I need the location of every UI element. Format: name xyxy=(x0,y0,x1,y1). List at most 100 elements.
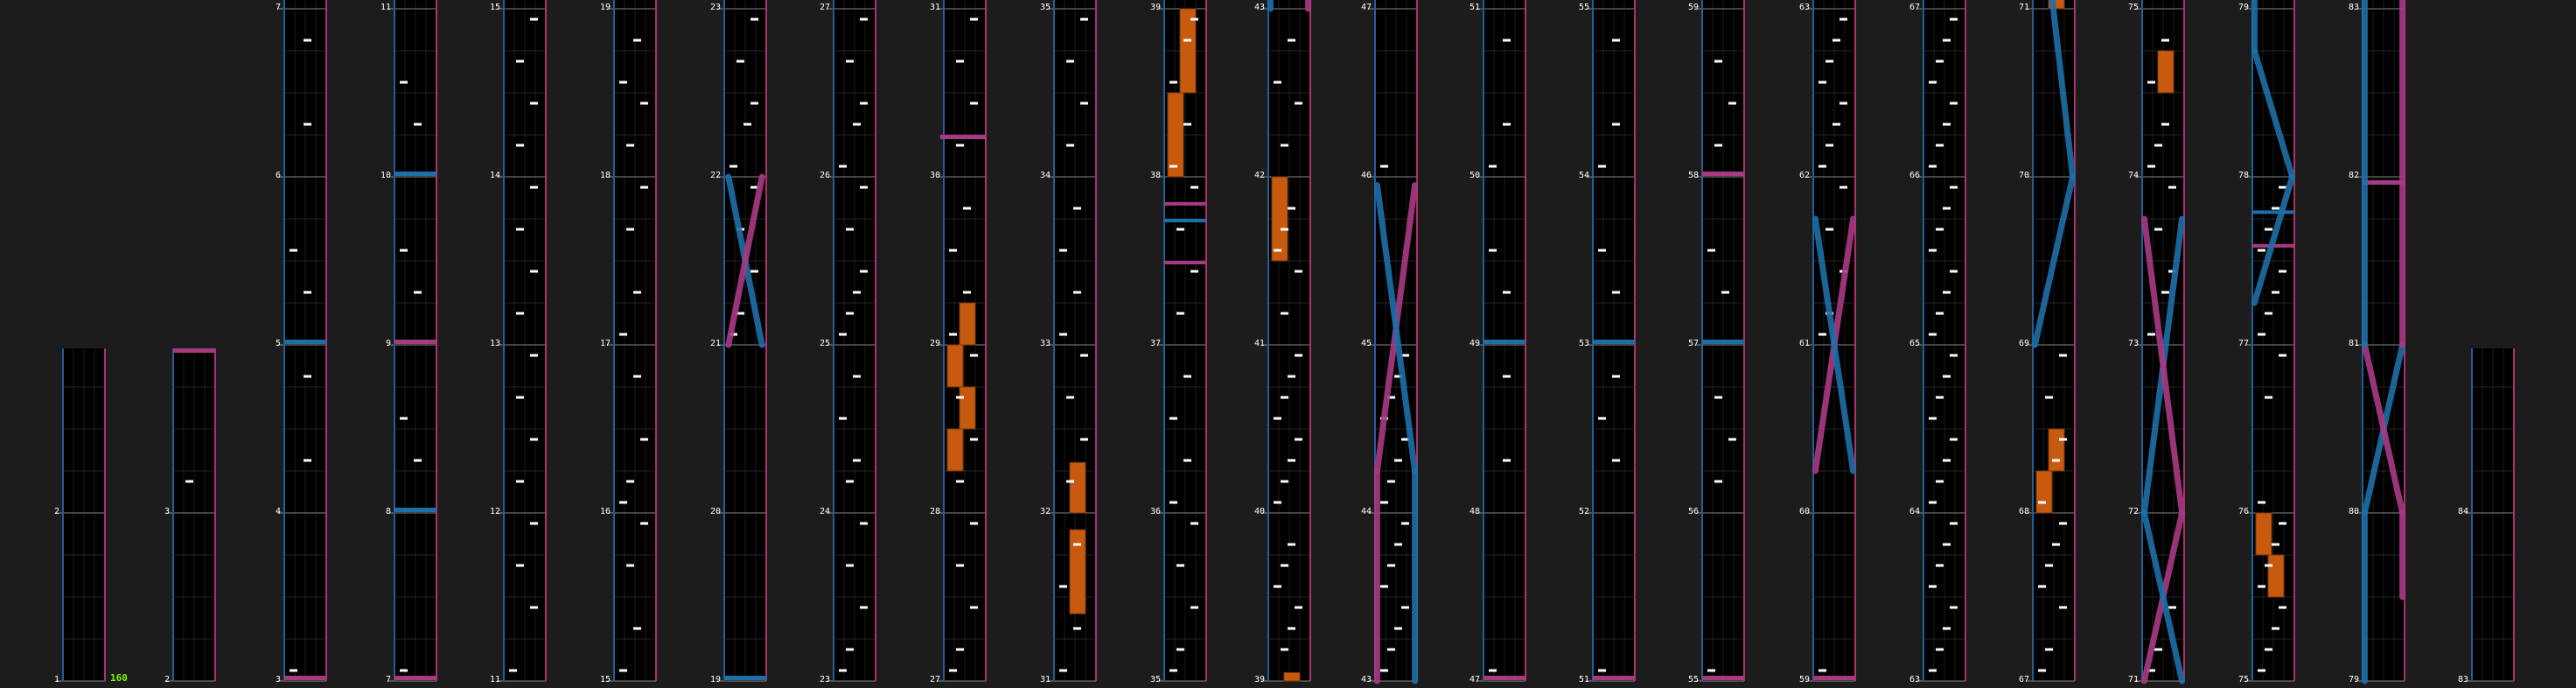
measure-number: 66 xyxy=(1909,171,1920,180)
tap-note xyxy=(1819,165,1826,168)
measure-number: 46 xyxy=(1361,171,1372,180)
tap-note xyxy=(1059,249,1067,252)
measure-number: 72 xyxy=(2128,507,2139,516)
tap-note xyxy=(1943,627,1951,630)
hold-note xyxy=(2255,512,2272,556)
tap-note xyxy=(1819,669,1826,672)
tap-note xyxy=(1950,186,1958,189)
edge-bar xyxy=(2252,210,2294,214)
tap-note xyxy=(956,480,964,483)
tap-note xyxy=(2258,585,2265,588)
measure-number: 56 xyxy=(1688,507,1699,516)
measure-number: 83 xyxy=(2458,675,2468,684)
tap-note xyxy=(1080,102,1088,105)
tap-note xyxy=(1288,207,1295,210)
tap-note xyxy=(185,480,193,483)
hold-note xyxy=(2035,470,2053,514)
tap-note xyxy=(1826,228,1833,231)
tap-note xyxy=(626,144,634,147)
tap-note xyxy=(1380,165,1388,168)
measure-number: 63 xyxy=(1909,675,1920,684)
tap-note xyxy=(1929,333,1937,336)
tap-note xyxy=(2059,606,2067,609)
tap-note xyxy=(1598,165,1606,168)
measure-number: 23 xyxy=(710,3,721,12)
tap-note xyxy=(414,123,422,126)
hold-note xyxy=(959,302,976,346)
tap-note xyxy=(1728,102,1736,105)
tap-note xyxy=(1394,459,1402,462)
measure-number: 29 xyxy=(930,339,940,348)
tap-note xyxy=(956,648,964,651)
tap-note xyxy=(1714,480,1722,483)
measure-number: 73 xyxy=(2128,339,2139,348)
measure-number: 68 xyxy=(2019,507,2029,516)
tap-note xyxy=(640,186,648,189)
measure-number: 52 xyxy=(1579,507,1589,516)
tap-note xyxy=(1169,165,1177,168)
measure-number: 55 xyxy=(1688,675,1699,684)
tap-note xyxy=(1387,396,1395,399)
measure-number: 22 xyxy=(710,171,721,180)
measure-number: 39 xyxy=(1150,3,1161,12)
measure-number: 51 xyxy=(1470,3,1480,12)
lane-background xyxy=(1923,0,1965,681)
tap-note xyxy=(1387,648,1395,651)
tap-note xyxy=(2154,228,2162,231)
tap-note xyxy=(1073,207,1081,210)
measure-number: 19 xyxy=(600,3,611,12)
tap-note xyxy=(2154,648,2162,651)
tap-note xyxy=(860,522,868,525)
tap-note xyxy=(1401,522,1409,525)
measure-number: 3 xyxy=(276,675,281,684)
edge-bar xyxy=(1483,340,1525,344)
tap-note xyxy=(2038,669,2046,672)
tap-note xyxy=(949,669,957,672)
tap-note xyxy=(1707,249,1715,252)
edge-bar xyxy=(1593,676,1635,680)
tap-note xyxy=(1503,459,1511,462)
hold-note xyxy=(946,344,964,388)
tap-note xyxy=(1929,585,1937,588)
tap-note xyxy=(736,312,744,315)
hold-note xyxy=(1271,176,1288,262)
tap-note xyxy=(1707,669,1715,672)
tap-note xyxy=(1401,438,1409,441)
measure-number: 1 xyxy=(54,675,59,684)
tap-note xyxy=(1943,207,1951,210)
tap-note xyxy=(1288,459,1295,462)
edge-bar xyxy=(1813,676,1855,680)
tap-note xyxy=(2258,249,2265,252)
tap-note xyxy=(2265,228,2272,231)
measure-number: 61 xyxy=(1799,339,1810,348)
tap-note xyxy=(1503,375,1511,378)
tap-note xyxy=(1380,501,1388,504)
measure-number: 78 xyxy=(2238,171,2249,180)
tap-note xyxy=(1950,18,1958,21)
tap-note xyxy=(516,312,524,315)
tap-note xyxy=(2265,648,2272,651)
tap-note xyxy=(530,186,538,189)
tap-note xyxy=(2272,627,2279,630)
tap-note xyxy=(633,291,641,294)
tap-note xyxy=(633,375,641,378)
tap-note xyxy=(1295,354,1302,357)
tap-note xyxy=(1819,81,1826,84)
tap-note xyxy=(2147,81,2155,84)
tap-note xyxy=(1943,543,1951,546)
measure-number: 35 xyxy=(1040,3,1051,12)
tap-note xyxy=(846,480,854,483)
tap-note xyxy=(853,291,861,294)
tap-note xyxy=(2052,459,2060,462)
hold-note xyxy=(2048,0,2065,10)
tap-note xyxy=(1721,291,1729,294)
tap-note xyxy=(1183,123,1191,126)
tap-note xyxy=(1598,417,1606,420)
measure-number: 76 xyxy=(2238,507,2249,516)
measure-number: 60 xyxy=(1799,507,1810,516)
measure-number: 7 xyxy=(276,3,281,12)
measure-number: 40 xyxy=(1254,507,1265,516)
tap-note xyxy=(1943,459,1951,462)
tap-note xyxy=(1833,39,1840,42)
measure-number: 51 xyxy=(1579,675,1589,684)
